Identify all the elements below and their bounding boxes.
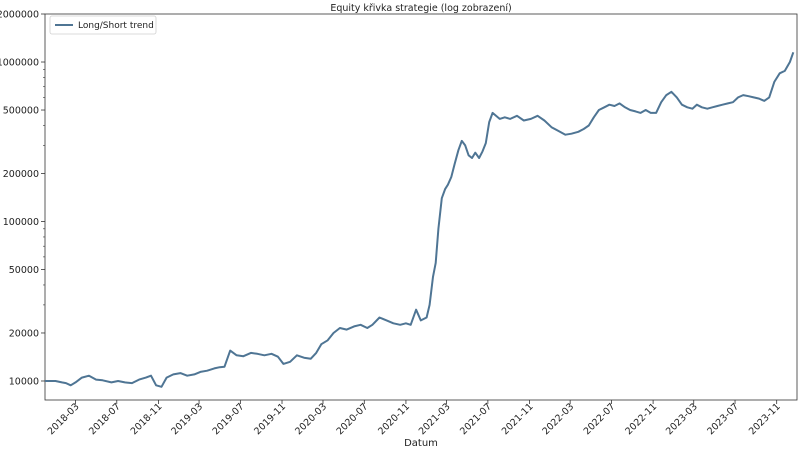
x-tick-label: 2021-03 [417, 401, 453, 437]
y-tick-label: 200000 [3, 169, 39, 180]
y-tick-label: 20000 [9, 328, 39, 339]
y-tick-label: 1000000 [0, 58, 39, 69]
x-tick-label: 2019-07 [211, 401, 247, 437]
y-tick-label: 500000 [3, 106, 39, 117]
x-tick-label: 2023-11 [747, 401, 783, 437]
legend: Long/Short trend [49, 15, 157, 35]
y-tick-label: 10000 [9, 376, 39, 387]
y-tick-label: 50000 [9, 265, 39, 276]
x-tick-label: 2019-03 [169, 401, 205, 437]
x-axis-label: Datum [404, 438, 438, 449]
x-tick-label: 2018-03 [46, 401, 82, 437]
x-tick-label: 2022-07 [582, 401, 618, 437]
x-tick-label: 2023-03 [664, 401, 700, 437]
x-tick-label: 2022-03 [540, 401, 576, 437]
plot-frame [44, 13, 798, 401]
y-axis: 10000 20000 50000 100000 200000 500000 1000000… [0, 10, 45, 387]
y-tick-label: 2000000 [0, 10, 39, 21]
x-tick-label: 2020-03 [293, 401, 329, 437]
x-tick-label: 2022-11 [623, 401, 659, 437]
legend-box [49, 15, 157, 35]
x-tick-label: 2023-07 [705, 401, 741, 437]
chart-title: Equity křivka strategie (log zobrazení) [330, 3, 511, 14]
x-tick-label: 2018-07 [87, 401, 123, 437]
series-layer [45, 51, 795, 388]
x-tick-label: 2018-11 [129, 401, 165, 437]
series-line [45, 51, 795, 388]
x-tick-label: 2021-07 [458, 401, 494, 437]
legend-label: Long/Short trend [78, 21, 154, 31]
x-tick-label: 2020-07 [335, 401, 371, 437]
x-tick-label: 2019-11 [252, 401, 288, 437]
x-axis: 2018-03 2018-07 2018-11 2019-03 2019-07 2019-… [46, 400, 783, 437]
x-tick-label: 2021-11 [500, 401, 536, 437]
x-tick-label: 2020-11 [376, 401, 412, 437]
y-tick-label: 100000 [3, 217, 39, 228]
